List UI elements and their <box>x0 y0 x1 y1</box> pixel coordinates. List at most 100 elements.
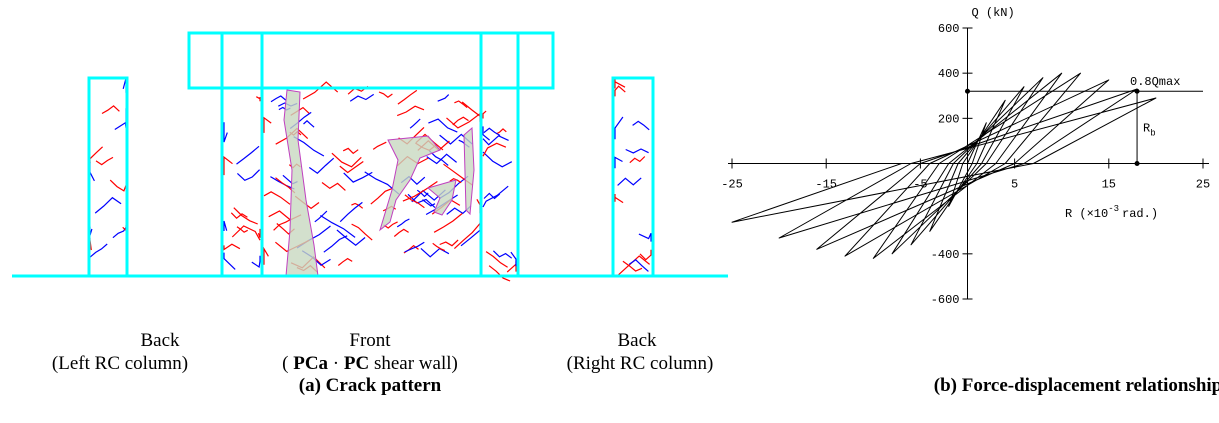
crack <box>483 143 506 156</box>
wall-column <box>481 33 518 276</box>
crack <box>489 266 510 281</box>
crack <box>337 230 365 245</box>
crack <box>90 244 107 257</box>
qmax-point <box>965 89 970 94</box>
wall-column <box>222 33 262 276</box>
panel-description: (Right RC column) <box>567 353 714 374</box>
crack <box>484 128 500 135</box>
crack <box>224 253 235 270</box>
text-part: PC <box>344 353 369 374</box>
crack <box>633 121 650 129</box>
qmax-label: 0.8Qmax <box>1130 75 1180 89</box>
top-beam <box>189 33 553 88</box>
crack <box>309 158 333 173</box>
crack <box>507 261 516 272</box>
crack <box>405 242 425 252</box>
crack <box>630 157 645 163</box>
crack <box>483 152 512 167</box>
crack <box>322 183 345 191</box>
crack <box>264 249 268 265</box>
crack <box>454 224 480 249</box>
crack <box>224 122 227 142</box>
y-tick-label: -600 <box>931 293 960 307</box>
crack <box>264 118 271 133</box>
panel-description: (Left RC column) <box>52 353 188 374</box>
crack <box>264 192 290 205</box>
crack <box>379 92 392 97</box>
specimen-outline <box>12 33 728 276</box>
text-part: b <box>1150 128 1155 138</box>
crack <box>421 248 449 256</box>
panel-name: Back <box>140 330 180 351</box>
crack <box>304 121 315 127</box>
crack <box>332 153 361 167</box>
crack <box>271 96 286 102</box>
text-part: R ( <box>1065 207 1087 221</box>
text-part: · <box>333 353 339 374</box>
crack <box>256 97 260 102</box>
crack <box>434 214 462 233</box>
crack <box>410 119 420 128</box>
x-tick-label: 15 <box>1102 178 1116 192</box>
text-part: PCa <box>293 353 328 374</box>
crack <box>237 146 260 164</box>
crack <box>224 221 227 231</box>
crack <box>615 117 623 139</box>
y-tick-label: 200 <box>938 112 960 126</box>
panel-description: ( PCa · PC shear wall) <box>282 353 458 374</box>
crack <box>95 198 121 213</box>
crack <box>237 170 259 181</box>
crack <box>615 194 623 203</box>
panel-name: Back <box>617 330 657 351</box>
panel-name: Front <box>349 330 391 351</box>
hysteresis-curve <box>732 73 1156 258</box>
rb-point <box>1135 161 1140 166</box>
crack <box>615 86 625 96</box>
crack <box>493 251 511 258</box>
crack <box>252 256 260 267</box>
crack <box>626 149 649 153</box>
crack <box>618 178 642 186</box>
crack <box>224 157 233 175</box>
crack <box>303 82 338 99</box>
left-column <box>89 78 127 276</box>
figure: Back (Left RC column) Front ( PCa · PC s… <box>0 0 1219 423</box>
crack <box>350 94 374 101</box>
crack <box>440 240 458 246</box>
caption: (b) Force-displacement relationship <box>934 375 1219 396</box>
crack <box>96 157 113 164</box>
crack <box>397 106 424 115</box>
spalled-area <box>464 128 474 214</box>
y-tick-label: -400 <box>931 248 960 262</box>
crack <box>427 154 457 163</box>
text-part: ×10 <box>1087 207 1109 221</box>
text-part: -3 <box>1108 204 1119 214</box>
crack <box>447 114 481 128</box>
rb-label: Rb <box>1143 121 1156 138</box>
crack <box>324 236 347 252</box>
spalled-area <box>284 90 318 276</box>
x-tick-label: -25 <box>721 178 743 192</box>
crack <box>615 157 623 168</box>
x-tick-label: 5 <box>1011 178 1018 192</box>
crack <box>428 119 457 132</box>
spalled-area <box>380 136 440 230</box>
crack <box>110 180 126 191</box>
crack <box>639 233 651 241</box>
text-part: ( <box>282 353 288 374</box>
crack <box>340 202 362 221</box>
text-part: shear wall) <box>374 353 458 374</box>
x-tick-label: 25 <box>1196 178 1210 192</box>
crack <box>90 162 94 181</box>
crack <box>496 129 506 134</box>
crack <box>258 229 260 238</box>
y-tick-label: 400 <box>938 67 960 81</box>
crack <box>483 111 486 118</box>
crack <box>398 90 417 104</box>
panel-labels: Back (Left RC column) Front ( PCa · PC s… <box>52 330 1219 396</box>
text-part: R <box>1143 121 1150 135</box>
rb-point <box>1135 89 1140 94</box>
right-column <box>613 78 653 276</box>
crack <box>320 216 355 238</box>
crack <box>397 219 409 227</box>
